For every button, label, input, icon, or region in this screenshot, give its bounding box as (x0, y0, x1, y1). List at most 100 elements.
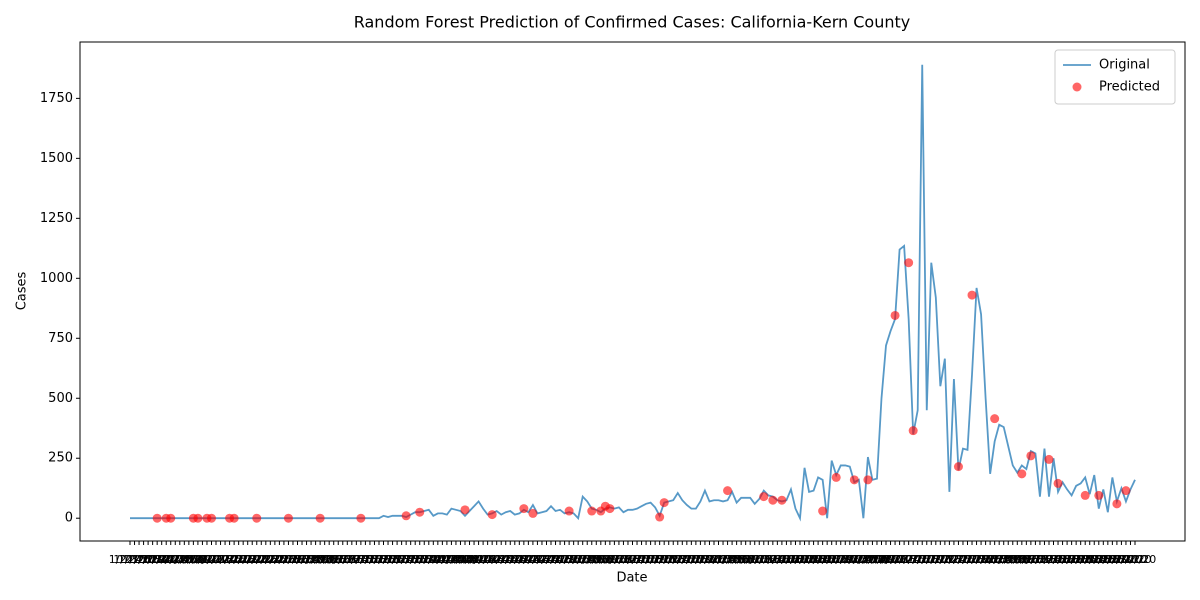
x-tick-label: 7/1/20 (841, 553, 876, 566)
x-tick-label: 7/25/20 (946, 553, 988, 566)
x-tick-label: 4/9/20 (465, 553, 500, 566)
x-tick-label: 4/3/20 (438, 553, 473, 566)
x-tick-label: 5/30/20 (693, 553, 735, 566)
x-tick-label: 2/2/20 (162, 553, 197, 566)
x-tick-label: 2/19/20 (236, 553, 278, 566)
x-tick-label: 8/31/20 (1114, 553, 1156, 566)
x-tick-label: 4/5/20 (447, 553, 482, 566)
predicted-point (723, 486, 733, 496)
x-tick-label: 6/26/20 (815, 553, 857, 566)
x-tick-label: 3/21/20 (376, 553, 418, 566)
x-tick-label: 7/26/20 (951, 553, 993, 566)
x-tick-label: 8/20/20 (1064, 553, 1106, 566)
x-tick-label: 2/18/20 (231, 553, 273, 566)
x-tick-label: 6/3/20 (714, 553, 749, 566)
y-tick-label: 1250 (40, 211, 73, 226)
x-tick-label: 8/11/20 (1023, 553, 1065, 566)
x-tick-label: 8/30/20 (1109, 553, 1151, 566)
x-tick-label: 4/28/20 (548, 553, 590, 566)
x-tick-label: 4/4/20 (443, 553, 478, 566)
x-tick-label: 5/31/20 (697, 553, 739, 566)
x-tick-label: 6/1/20 (705, 553, 740, 566)
x-tick-label: 7/11/20 (883, 553, 925, 566)
x-tick-label: 8/28/20 (1100, 553, 1142, 566)
x-tick-label: 6/21/20 (792, 553, 834, 566)
x-tick-label: 3/18/20 (362, 553, 404, 566)
x-tick-label: 8/24/20 (1082, 553, 1124, 566)
x-tick-label: 4/19/20 (507, 553, 549, 566)
x-tick-label: 6/11/20 (747, 553, 789, 566)
x-tick-label: 4/13/20 (480, 553, 522, 566)
y-tick-label: 1750 (40, 91, 73, 106)
legend-marker (1072, 82, 1082, 92)
x-tick-label: 6/30/20 (833, 553, 875, 566)
x-tick-label: 7/30/20 (969, 553, 1011, 566)
predicted-point (206, 513, 216, 523)
x-tick-label: 8/26/20 (1091, 553, 1133, 566)
y-tick-label: 1500 (40, 151, 73, 166)
predicted-point (415, 507, 425, 517)
x-tick-label: 2/16/20 (222, 553, 264, 566)
x-tick-label: 1/24/20 (118, 553, 160, 566)
x-tick-label: 8/23/20 (1078, 553, 1120, 566)
x-tick-label: 7/20/20 (924, 553, 966, 566)
x-tick-label: 8/17/20 (1050, 553, 1092, 566)
predicted-point (487, 510, 497, 520)
x-tick-label: 7/28/20 (960, 553, 1002, 566)
x-tick-label: 7/10/20 (878, 553, 920, 566)
x-tick-label: 7/9/20 (877, 553, 912, 566)
x-tick-label: 5/26/20 (675, 553, 717, 566)
x-tick-label: 3/2/20 (293, 553, 328, 566)
x-tick-label: 4/15/20 (489, 553, 531, 566)
x-tick-label: 8/25/20 (1087, 553, 1129, 566)
x-tick-label: 5/25/20 (670, 553, 712, 566)
legend-box (1054, 49, 1176, 105)
x-tick-label: 5/9/20 (601, 553, 636, 566)
x-tick-label: 2/26/20 (267, 553, 309, 566)
predicted-point (166, 513, 176, 523)
predicted-point (659, 498, 669, 508)
predicted-point (990, 414, 1000, 424)
x-tick-label: 4/29/20 (552, 553, 594, 566)
x-tick-label: 3/26/20 (399, 553, 441, 566)
x-tick-label: 5/15/20 (625, 553, 667, 566)
y-tick-label: 750 (48, 331, 73, 346)
x-tick-label: 2/11/20 (199, 553, 241, 566)
x-tick-label: 6/10/20 (743, 553, 785, 566)
x-tick-label: 7/27/20 (955, 553, 997, 566)
x-tick-label: 6/7/20 (732, 553, 767, 566)
predicted-point (1094, 490, 1104, 500)
x-tick-label: 2/7/20 (185, 553, 220, 566)
x-tick-label: 4/27/20 (543, 553, 585, 566)
x-tick-label: 4/7/20 (456, 553, 491, 566)
x-tick-label: 6/29/20 (829, 553, 871, 566)
predicted-point (890, 310, 900, 320)
x-tick-label: 2/27/20 (272, 553, 314, 566)
x-tick-label: 1/31/20 (150, 553, 192, 566)
x-tick-label: 5/1/20 (565, 553, 600, 566)
x-tick-label: 4/22/20 (521, 553, 563, 566)
x-tick-label: 8/1/20 (981, 553, 1016, 566)
x-tick-label: 7/17/20 (910, 553, 952, 566)
x-tick-label: 6/9/20 (742, 553, 777, 566)
predicted-point (1121, 486, 1131, 496)
predicted-point (1053, 478, 1063, 488)
x-tick-label: 3/24/20 (389, 553, 431, 566)
legend-label: Original (1099, 58, 1150, 73)
x-tick-label: 5/28/20 (684, 553, 726, 566)
x-tick-label: 4/23/20 (525, 553, 567, 566)
x-tick-label: 2/6/20 (180, 553, 215, 566)
predicted-point (229, 513, 239, 523)
predicted-point (252, 513, 262, 523)
x-tick-label: 5/12/20 (611, 553, 653, 566)
y-tick-label: 1000 (40, 271, 73, 286)
x-tick-label: 7/6/20 (864, 553, 899, 566)
x-tick-label: 3/1/20 (289, 553, 324, 566)
x-tick-label: 1/30/20 (145, 553, 187, 566)
x-axis-label: Date (616, 571, 647, 586)
x-tick-label: 2/15/20 (217, 553, 259, 566)
x-tick-label: 7/18/20 (915, 553, 957, 566)
x-tick-label: 6/15/20 (765, 553, 807, 566)
x-tick-label: 7/23/20 (937, 553, 979, 566)
predicted-point (283, 513, 293, 523)
